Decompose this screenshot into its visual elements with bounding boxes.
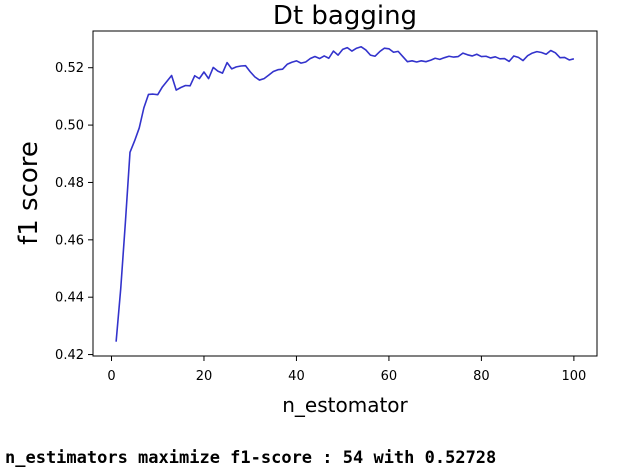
chart-title: Dt bagging [273,1,417,31]
x-tick-label: 0 [107,369,115,384]
plot-background [93,31,597,356]
y-tick-label: 0.48 [55,176,84,191]
x-axis-label: n_estomator [282,393,408,417]
x-tick-label: 80 [473,369,490,384]
line-chart: 0 20 40 60 80 100 0.42 0.44 0.46 0.48 0.50 0.52 Dt… [14,1,598,417]
x-tick-label: 60 [381,369,398,384]
y-tick-label: 0.44 [55,291,84,306]
y-tick-label: 0.52 [55,61,84,76]
plot-frame [92,30,598,357]
result-summary: n_estimators maximize f1-score : 54 with… [5,448,497,468]
x-tick-label: 100 [561,369,586,384]
y-tick-label: 0.46 [55,233,84,248]
x-tick-label: 20 [196,369,213,384]
y-axis-label: f1 score [14,141,44,245]
y-tick-label: 0.42 [55,348,84,363]
y-tick-label: 0.50 [55,119,84,134]
x-tick-label: 40 [288,369,305,384]
series-line-0 [115,45,575,342]
